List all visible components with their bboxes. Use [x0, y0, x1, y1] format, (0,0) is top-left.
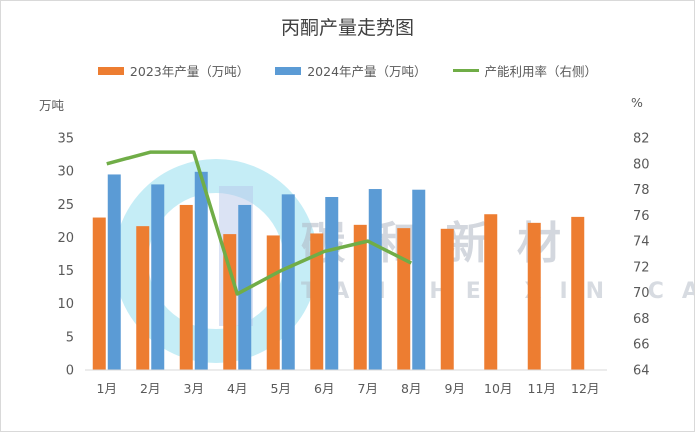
x-tick-6: 6月 — [314, 381, 334, 396]
bar-2023-5 — [266, 235, 280, 370]
bar-2024-7 — [368, 189, 382, 370]
x-tick-11: 11月 — [528, 381, 556, 396]
bar-2024-4 — [238, 204, 252, 370]
bar-2023-3 — [179, 204, 193, 370]
line-layer — [106, 150, 413, 296]
legend-swatch-utilization — [452, 69, 479, 72]
y-tick-right-64: 64 — [633, 364, 650, 379]
bar-2023-10 — [484, 214, 498, 370]
bar-2023-2 — [136, 226, 150, 370]
y-tick-left-30: 30 — [57, 165, 74, 180]
line-utilization — [106, 150, 413, 296]
watermark-text: 碳和新材 — [301, 218, 589, 269]
y-tick-left-20: 20 — [57, 231, 74, 246]
bar-2024-3 — [194, 171, 208, 370]
y-tick-left-35: 35 — [57, 132, 74, 147]
bar-2023-12 — [571, 216, 585, 370]
x-tick-7: 7月 — [358, 381, 378, 396]
y-tick-right-82: 82 — [633, 132, 650, 147]
x-tick-12: 12月 — [571, 381, 599, 396]
x-tick-4: 4月 — [227, 381, 247, 396]
y-tick-right-68: 68 — [633, 312, 650, 327]
y-tick-right-72: 72 — [633, 260, 650, 275]
bars-layer — [92, 171, 585, 370]
x-tick-1: 1月 — [97, 381, 117, 396]
bar-2023-8 — [397, 228, 411, 370]
legend-label-utilization: 产能利用率（右侧） — [484, 64, 598, 79]
legend-label-2023: 2023年产量（万吨） — [129, 64, 250, 79]
y-tick-right-70: 70 — [633, 286, 650, 301]
y-tick-left-5: 5 — [66, 330, 74, 345]
bar-2023-6 — [310, 233, 324, 370]
legend-item-2023: 2023年产量（万吨） — [97, 61, 250, 80]
bar-2023-4 — [223, 234, 237, 370]
y-tick-right-66: 66 — [633, 338, 650, 353]
bar-2024-1 — [107, 174, 121, 370]
bar-2023-9 — [440, 228, 454, 370]
x-tick-2: 2月 — [140, 381, 160, 396]
bar-2024-2 — [151, 184, 165, 370]
y-tick-right-80: 80 — [633, 157, 650, 172]
y-tick-left-0: 0 — [66, 364, 74, 379]
x-tick-3: 3月 — [184, 381, 204, 396]
legend-item-2024: 2024年产量（万吨） — [275, 61, 427, 80]
bar-2024-5 — [281, 194, 295, 370]
bar-2024-6 — [325, 196, 339, 370]
y-tick-right-78: 78 — [633, 183, 650, 198]
bar-2023-11 — [527, 222, 541, 370]
x-tick-9: 9月 — [445, 381, 465, 396]
x-tick-10: 10月 — [484, 381, 512, 396]
legend-label-2024: 2024年产量（万吨） — [307, 64, 427, 79]
legend-swatch-2023 — [97, 66, 124, 75]
bar-2023-7 — [353, 224, 367, 370]
legend-item-utilization: 产能利用率（右侧） — [452, 61, 598, 80]
y-tick-right-76: 76 — [633, 209, 650, 224]
x-tick-5: 5月 — [271, 381, 291, 396]
bar-2023-1 — [92, 217, 106, 370]
y-tick-right-74: 74 — [633, 235, 650, 250]
y-tick-left-15: 15 — [57, 264, 74, 279]
chart-title: 丙酮产量走势图 — [280, 17, 414, 39]
bar-2024-8 — [412, 189, 426, 370]
x-tick-8: 8月 — [401, 381, 421, 396]
y-tick-left-25: 25 — [57, 198, 74, 213]
axis-layer: 0 5 10 15 20 25 30 35 64 66 68 70 72 74 76 78 80 82 1月 2月 3月… — [57, 132, 649, 397]
legend-swatch-2024 — [275, 66, 302, 75]
y-tick-left-10: 10 — [57, 297, 74, 312]
y-axis-left-unit: 万吨 — [39, 98, 65, 113]
chart-legend: 2023年产量（万吨） 2024年产量（万吨） 产能利用率（右侧） — [1, 61, 694, 80]
y-axis-right-unit: % — [631, 95, 643, 110]
